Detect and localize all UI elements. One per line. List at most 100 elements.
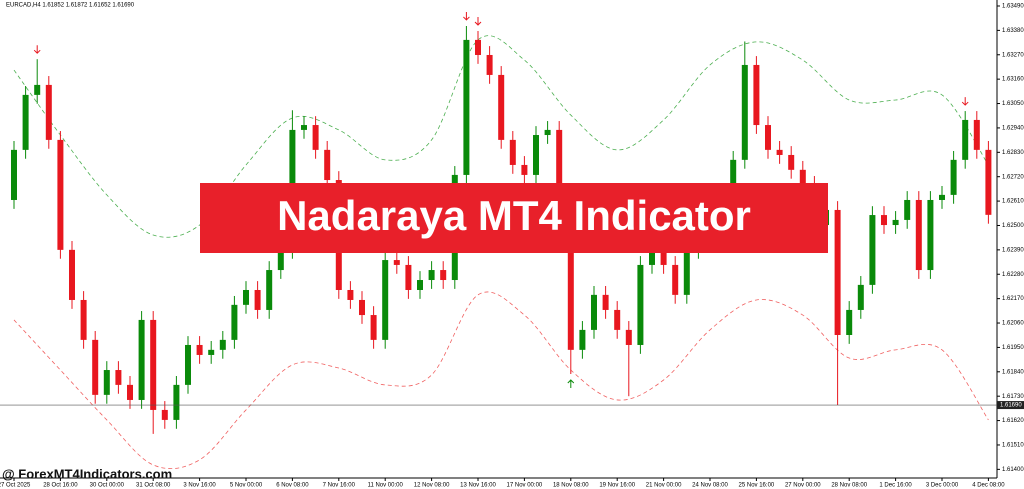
candle-body bbox=[45, 84, 52, 140]
y-tick-label: 1.62390 bbox=[1002, 247, 1024, 253]
candle-body bbox=[208, 349, 215, 355]
candle-body bbox=[405, 264, 412, 290]
candle-body bbox=[521, 164, 528, 175]
candle-body bbox=[115, 370, 122, 385]
candle-body bbox=[127, 384, 133, 400]
buy-arrow bbox=[567, 379, 575, 389]
x-tick-label: 3 Dec 00:00 bbox=[926, 483, 959, 489]
candle-body bbox=[846, 309, 853, 335]
candle-body bbox=[881, 215, 887, 226]
y-tick-label: 1.61620 bbox=[1002, 418, 1024, 424]
candle-body bbox=[57, 139, 64, 250]
candle-body bbox=[370, 315, 377, 340]
candle-body bbox=[753, 64, 760, 126]
candle-body bbox=[417, 280, 423, 290]
candle-body bbox=[475, 39, 481, 55]
x-tick-label: 5 Nov 00:00 bbox=[230, 483, 263, 489]
x-tick-label: 18 Nov 08:00 bbox=[553, 483, 589, 489]
x-tick-label: 21 Nov 00:00 bbox=[646, 483, 682, 489]
x-tick-label: 27 Nov 00:00 bbox=[785, 483, 821, 489]
x-tick-label: 25 Nov 16:00 bbox=[739, 483, 775, 489]
candle-body bbox=[22, 94, 29, 150]
y-tick-label: 1.62610 bbox=[1002, 199, 1024, 205]
candle-body bbox=[69, 249, 75, 300]
current-price-box bbox=[997, 401, 1024, 410]
candle-body bbox=[231, 304, 238, 340]
candle-body bbox=[243, 289, 249, 305]
candle-body bbox=[765, 125, 771, 150]
y-tick-label: 1.61400 bbox=[1002, 467, 1024, 473]
candle-body bbox=[440, 270, 447, 281]
x-tick-label: 4 Dec 08:00 bbox=[972, 483, 1005, 489]
candle-body bbox=[962, 119, 969, 160]
x-tick-label: 19 Nov 16:00 bbox=[599, 483, 635, 489]
candle-body bbox=[428, 270, 435, 281]
candle-body bbox=[185, 344, 191, 385]
y-tick-label: 1.61510 bbox=[1002, 443, 1024, 449]
candle-body bbox=[312, 125, 319, 150]
candle-body bbox=[277, 249, 284, 271]
candle-body bbox=[266, 270, 273, 310]
x-tick-label: 17 Nov 00:00 bbox=[507, 483, 543, 489]
candle-body bbox=[533, 135, 539, 175]
banner-text: Nadaraya MT4 Indicator bbox=[277, 192, 751, 239]
candle-body bbox=[915, 199, 922, 271]
candle-body bbox=[973, 119, 980, 150]
band-line bbox=[13, 35, 989, 238]
y-tick-label: 1.62280 bbox=[1002, 272, 1024, 278]
candle-body bbox=[857, 284, 864, 310]
candle-body bbox=[799, 169, 806, 185]
candle-body bbox=[834, 209, 841, 335]
candle-body bbox=[788, 154, 795, 170]
candle-body bbox=[614, 309, 621, 330]
candle-body bbox=[950, 159, 957, 195]
x-tick-label: 3 Nov 16:00 bbox=[183, 483, 216, 489]
candle-body bbox=[173, 384, 180, 420]
x-tick-label: 30 Oct 00:00 bbox=[90, 483, 125, 489]
candle-body bbox=[985, 149, 992, 215]
candle-body bbox=[544, 129, 551, 136]
current-price-label: 1.61690 bbox=[1000, 403, 1022, 409]
y-tick-label: 1.61840 bbox=[1002, 369, 1024, 375]
y-tick-label: 1.63050 bbox=[1002, 101, 1024, 107]
candle-body bbox=[393, 260, 400, 265]
candle-body bbox=[80, 299, 87, 340]
sell-arrow bbox=[474, 17, 482, 26]
candle-body bbox=[324, 149, 331, 181]
candle-body bbox=[509, 139, 516, 165]
candle-body bbox=[498, 74, 505, 140]
x-tick-label: 7 Nov 16:00 bbox=[323, 483, 356, 489]
candle-body bbox=[301, 125, 307, 130]
candle-body bbox=[637, 264, 644, 345]
candle-body bbox=[683, 249, 690, 295]
candle-body bbox=[196, 344, 203, 355]
y-tick-label: 1.62720 bbox=[1002, 174, 1024, 180]
banner-box bbox=[200, 183, 828, 253]
candle-body bbox=[92, 339, 99, 395]
x-tick-label: 1 Dec 16:00 bbox=[879, 483, 912, 489]
candle-body bbox=[161, 409, 168, 420]
x-tick-label: 6 Nov 08:00 bbox=[276, 483, 309, 489]
sell-arrow bbox=[33, 45, 41, 54]
x-tick-label: 13 Nov 16:00 bbox=[460, 483, 496, 489]
candle-body bbox=[347, 289, 354, 300]
sell-arrow bbox=[463, 11, 470, 21]
x-tick-label: 11 Nov 00:00 bbox=[368, 483, 404, 489]
candle-body bbox=[150, 319, 157, 410]
candle-body bbox=[579, 329, 586, 350]
candle-body bbox=[486, 54, 493, 75]
candle-body bbox=[927, 199, 934, 271]
y-tick-label: 1.61730 bbox=[1002, 394, 1024, 400]
y-tick-label: 1.63380 bbox=[1002, 28, 1024, 34]
y-tick-label: 1.62170 bbox=[1002, 296, 1024, 302]
y-tick-label: 1.62830 bbox=[1002, 150, 1024, 156]
x-tick-label: 24 Nov 08:00 bbox=[692, 483, 728, 489]
candle-body bbox=[11, 149, 17, 200]
x-tick-label: 31 Oct 08:00 bbox=[136, 483, 171, 489]
y-tick-label: 1.63160 bbox=[1002, 77, 1024, 83]
candle-body bbox=[892, 219, 899, 226]
candle-body bbox=[869, 215, 876, 285]
y-tick-label: 1.63490 bbox=[1002, 4, 1024, 10]
y-tick-label: 1.62060 bbox=[1002, 321, 1024, 327]
